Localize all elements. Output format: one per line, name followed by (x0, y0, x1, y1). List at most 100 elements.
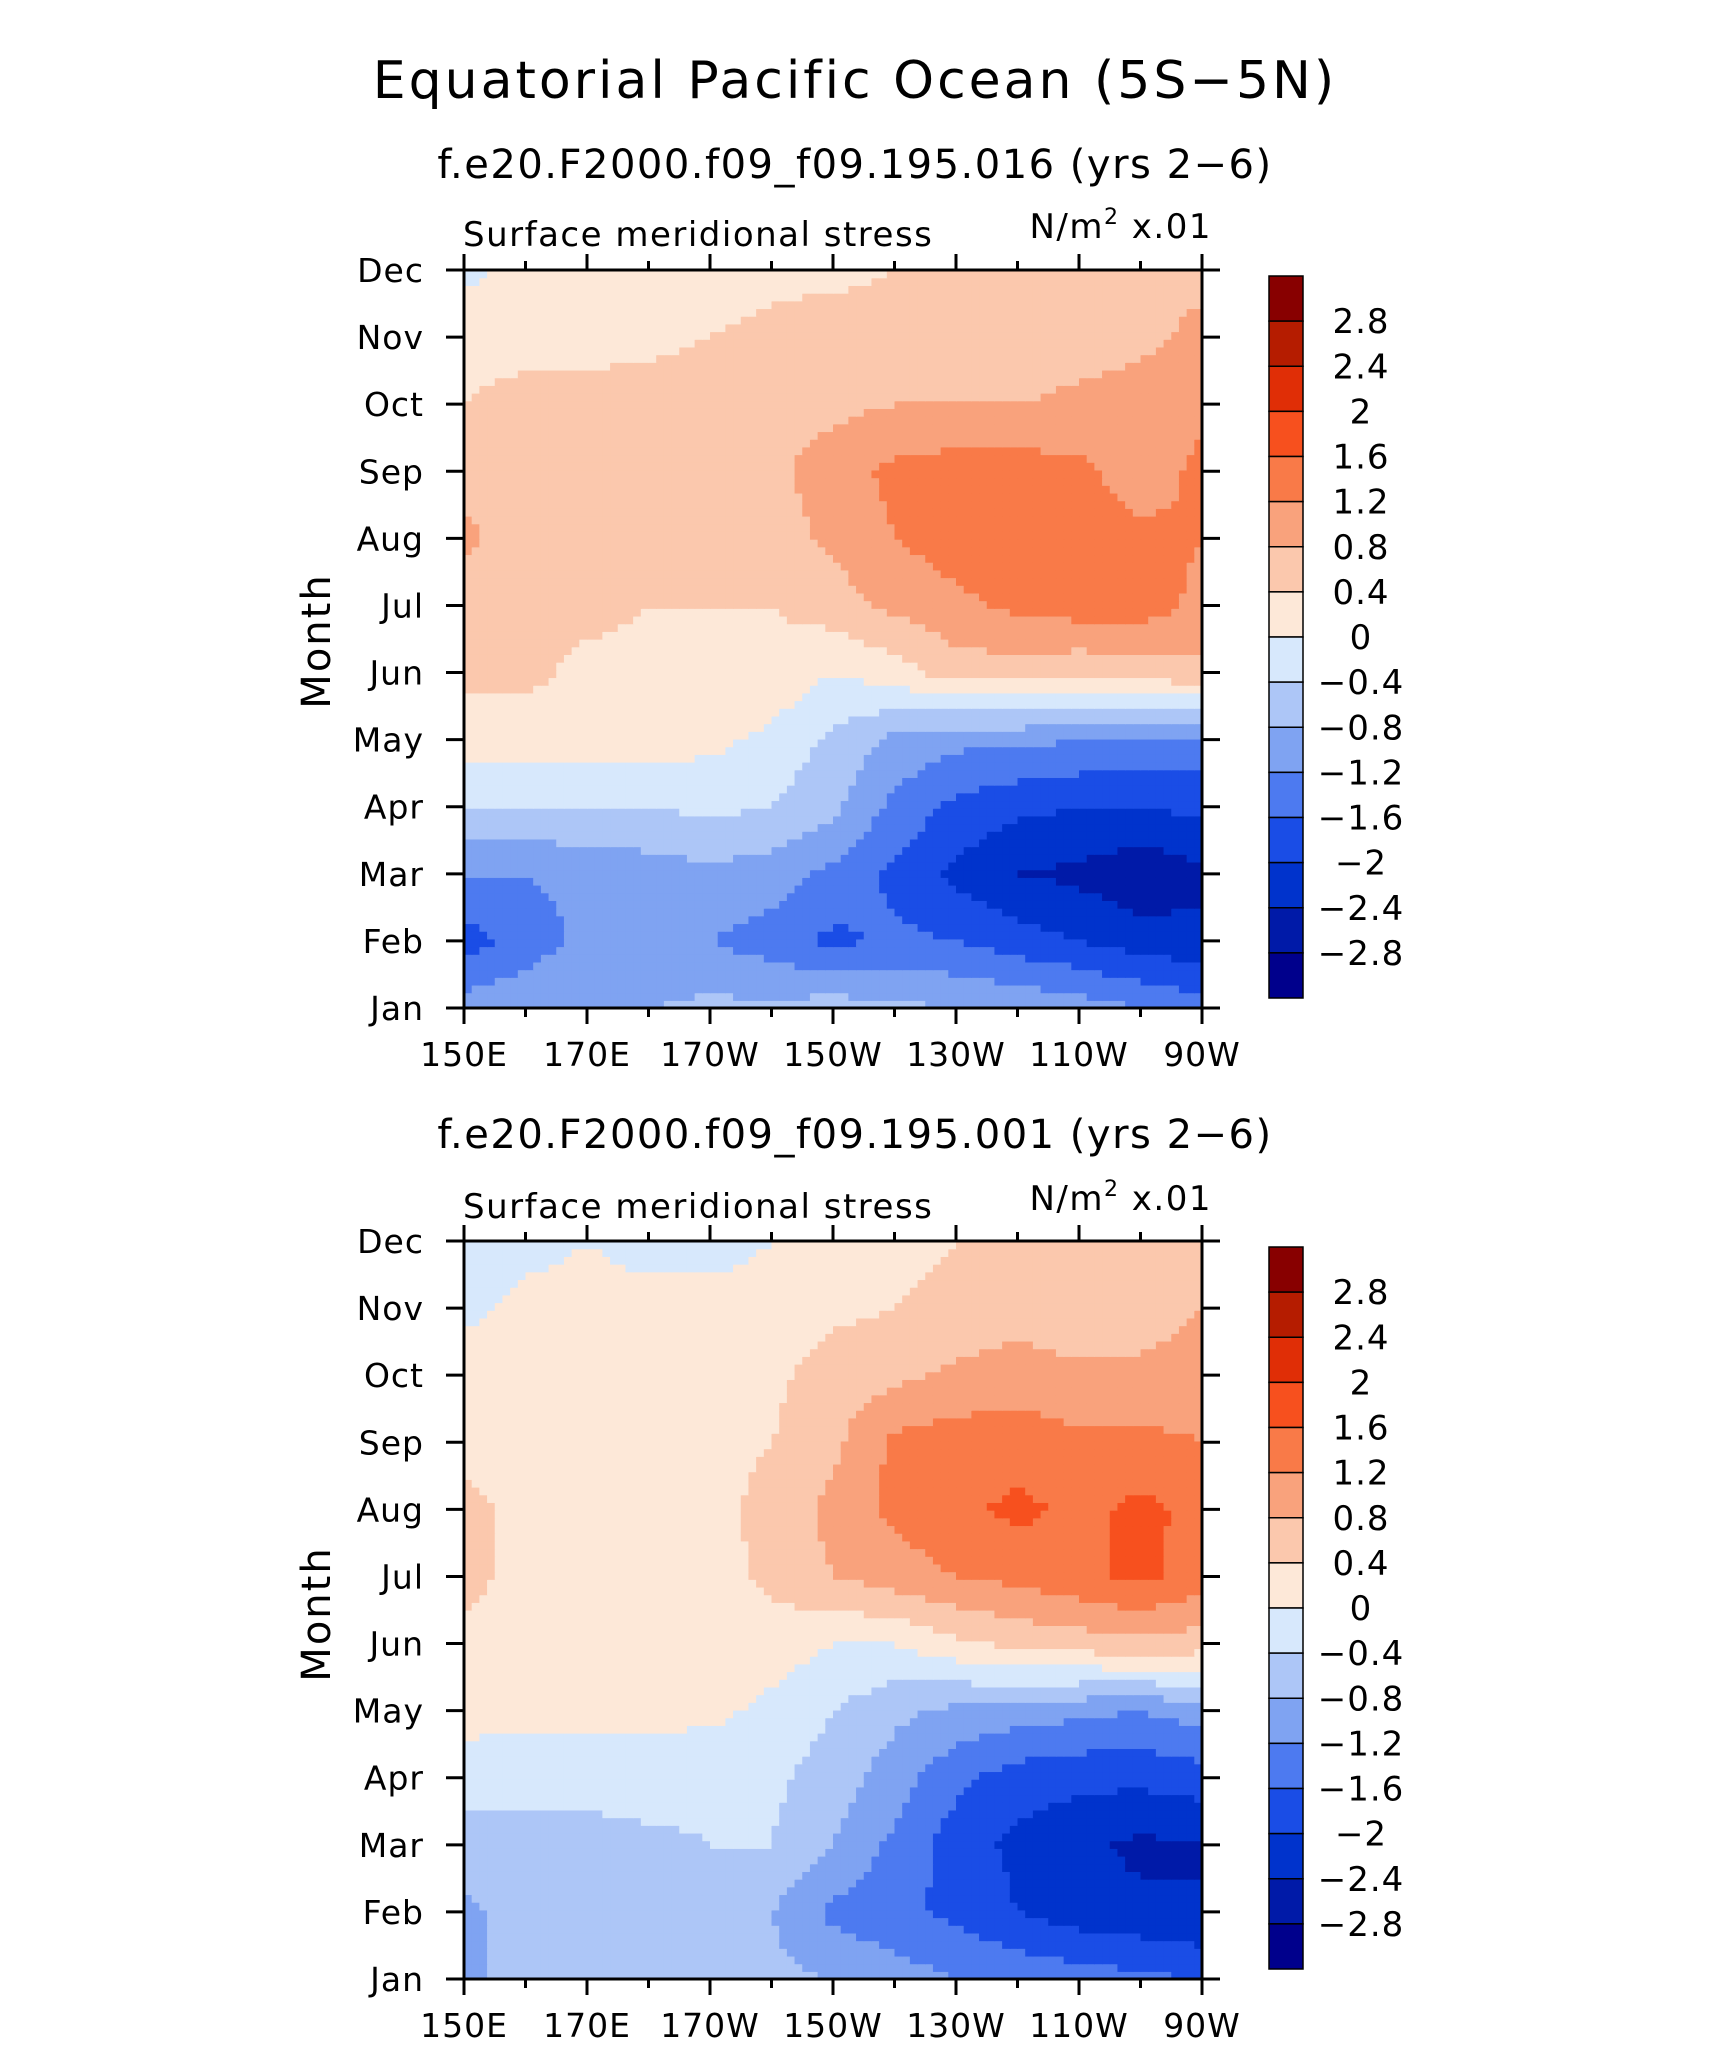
contour-cell (833, 792, 842, 802)
contour-cell (748, 777, 757, 786)
contour-cell (540, 800, 550, 809)
contour-cell (1155, 1000, 1165, 1009)
contour-cell (963, 808, 972, 817)
contour-cell (502, 754, 511, 763)
contour-cell (956, 1000, 965, 1009)
contour-cell (817, 877, 826, 886)
contour-cell (1102, 869, 1111, 878)
contour-cell (971, 838, 980, 848)
contour-cell (633, 662, 642, 671)
contour-cell (648, 646, 657, 655)
contour-cell (1125, 984, 1134, 994)
contour-cell (656, 754, 665, 763)
contour-cell (879, 984, 888, 994)
contour-cell (1163, 700, 1172, 709)
contour-cell (1002, 831, 1011, 840)
contour-cell (802, 915, 811, 925)
contour-cell (1094, 608, 1103, 617)
contour-cell (1009, 961, 1019, 971)
contour-cell (771, 708, 780, 717)
contour-cell (1178, 938, 1188, 948)
contour-cell (587, 639, 596, 648)
contour-cell (671, 808, 680, 817)
contour-cell (1178, 723, 1188, 732)
contour-cell (833, 631, 842, 640)
contour-cell (902, 885, 911, 894)
contour-cell (1040, 623, 1049, 632)
contour-cell (494, 615, 504, 625)
contour-cell (587, 831, 596, 840)
contour-cell (510, 669, 519, 679)
contour-cell (1171, 854, 1180, 863)
contour-cell (886, 754, 896, 763)
contour-cell (571, 731, 580, 740)
contour-cell (1148, 662, 1157, 671)
contour-cell (656, 646, 665, 655)
contour-cell (571, 984, 580, 994)
contour-cell (1102, 677, 1111, 686)
contour-cell (817, 615, 826, 625)
contour-cell (871, 769, 880, 778)
contour-cell (579, 1000, 588, 1009)
contour-cell (686, 654, 696, 663)
contour-cell (1148, 623, 1157, 632)
contour-cell (1148, 746, 1157, 755)
contour-cell (1178, 677, 1188, 686)
contour-cell (794, 777, 803, 786)
contour-cell (479, 992, 488, 1001)
contour-cell (817, 685, 826, 694)
contour-cell (633, 861, 642, 871)
contour-cell (563, 700, 573, 709)
contour-cell (840, 885, 849, 894)
contour-cell (640, 715, 650, 725)
contour-cell (871, 700, 880, 709)
contour-cell (1063, 885, 1072, 894)
contour-cell (1094, 669, 1103, 679)
contour-cell (748, 831, 757, 840)
contour-cell (763, 769, 773, 778)
contour-cell (1017, 708, 1026, 717)
contour-cell (786, 992, 796, 1001)
contour-cell (633, 831, 642, 840)
contour-cell (1125, 877, 1134, 886)
contour-cell (610, 938, 619, 948)
contour-cell (932, 961, 942, 971)
contour-cell (894, 961, 903, 971)
contour-cell (1171, 785, 1180, 794)
contour-cell (763, 608, 773, 617)
contour-cell (909, 900, 919, 909)
contour-cell (1109, 677, 1119, 686)
contour-cell (1040, 954, 1049, 963)
contour-cell (1009, 977, 1019, 986)
contour-cell (833, 915, 842, 925)
contour-cell (932, 946, 942, 955)
contour-cell (633, 938, 642, 948)
contour-cell (1040, 731, 1049, 740)
contour-cell (702, 608, 711, 617)
contour-cell (663, 977, 673, 986)
contour-cell (710, 800, 719, 809)
contour-cell (771, 692, 780, 702)
contour-cell (817, 754, 826, 763)
contour-cell (1071, 608, 1080, 617)
contour-cell (540, 846, 550, 855)
contour-cell (740, 931, 750, 940)
contour-cell (871, 954, 880, 963)
contour-cell (679, 900, 688, 909)
contour-cell (556, 1000, 565, 1009)
contour-cell (748, 977, 757, 986)
contour-cell (979, 831, 988, 840)
contour-cell (556, 692, 565, 702)
contour-cell (948, 931, 957, 940)
contour-cell (833, 838, 842, 848)
contour-cell (1025, 984, 1034, 994)
contour-cell (1055, 623, 1065, 632)
contour-cell (594, 869, 603, 878)
contour-cell (886, 685, 896, 694)
contour-cell (725, 885, 734, 894)
contour-cell (571, 838, 580, 848)
contour-cell (748, 762, 757, 771)
contour-cell (733, 969, 742, 978)
contour-cell (1063, 854, 1072, 863)
contour-cell (848, 854, 857, 863)
